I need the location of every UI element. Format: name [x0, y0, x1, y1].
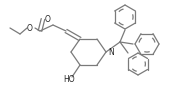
Text: O: O — [45, 15, 51, 24]
Text: O: O — [27, 24, 33, 33]
Text: N: N — [108, 48, 114, 56]
Text: HO: HO — [63, 76, 75, 85]
